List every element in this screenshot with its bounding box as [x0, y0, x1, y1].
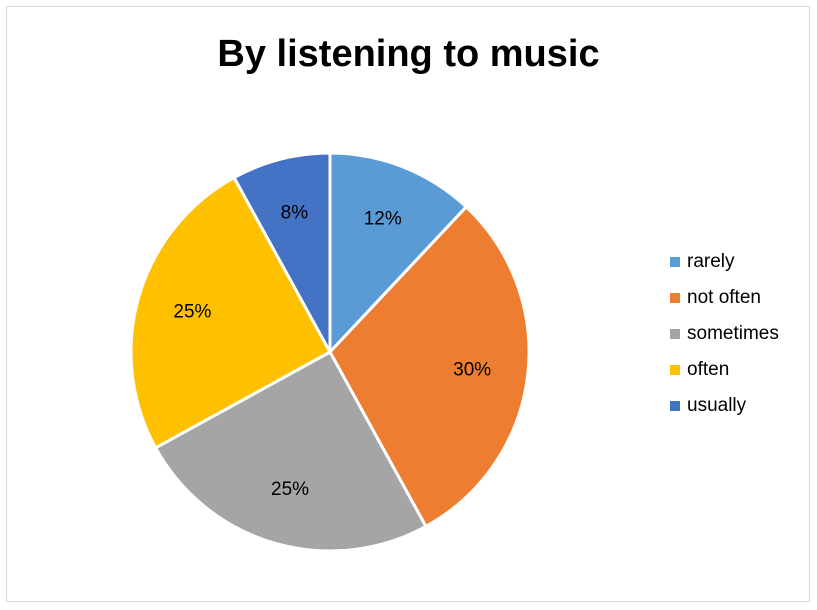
pie-slice-usually	[232, 151, 332, 354]
legend-swatch-usually	[670, 401, 680, 411]
legend-item-often: often	[670, 352, 779, 388]
legend-label-not-often: not often	[687, 287, 761, 308]
data-label-rarely: 12%	[364, 208, 402, 229]
legend-item-usually: usually	[670, 388, 779, 424]
data-label-often: 25%	[173, 302, 211, 323]
legend-swatch-not-often	[670, 293, 680, 303]
legend-label-usually: usually	[687, 395, 747, 416]
legend-label-sometimes: sometimes	[687, 323, 779, 344]
legend-item-rarely: rarely	[670, 244, 779, 280]
legend-label-often: often	[687, 359, 730, 380]
pie-slice-rarely	[328, 151, 468, 354]
legend-label-rarely: rarely	[687, 251, 735, 272]
legend-item-sometimes: sometimes	[670, 316, 779, 352]
data-label-usually: 8%	[281, 203, 309, 224]
legend-swatch-often	[670, 365, 680, 375]
data-label-sometimes: 25%	[271, 479, 309, 500]
pie-slice-often	[129, 176, 332, 450]
pie-slice-not-often	[328, 205, 531, 528]
data-label-not-often: 30%	[453, 359, 491, 380]
legend-item-not-often: not often	[670, 280, 779, 316]
legend-swatch-rarely	[670, 257, 680, 267]
chart-title: By listening to music	[217, 33, 600, 75]
legend: rarely not often sometimes often usually	[670, 244, 779, 424]
pie-slice-sometimes	[154, 350, 428, 553]
legend-swatch-sometimes	[670, 329, 680, 339]
